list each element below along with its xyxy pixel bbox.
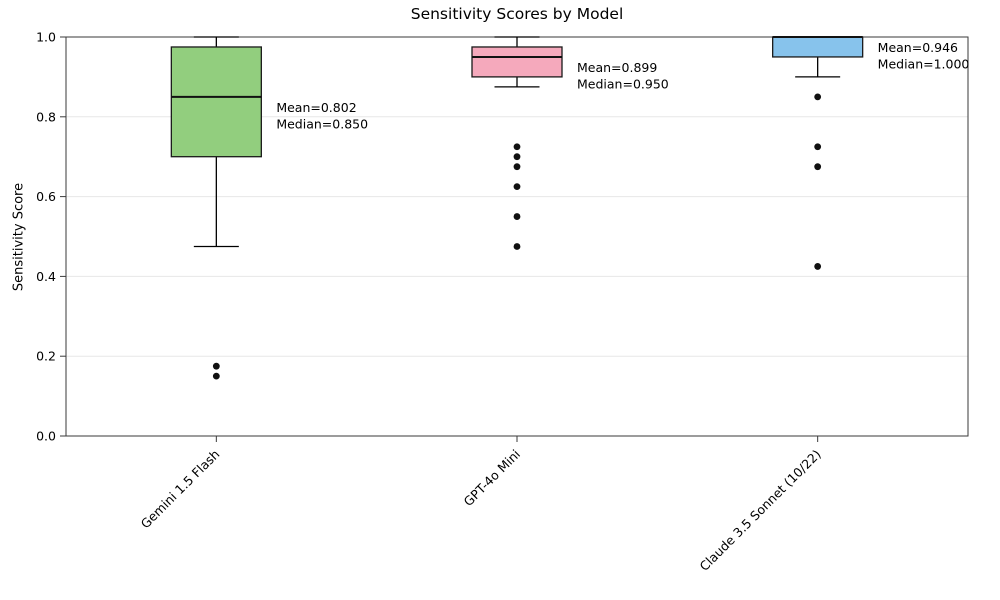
box <box>772 36 864 58</box>
y-tick-label: 0.4 <box>36 269 56 284</box>
outlier-dot <box>814 163 822 171</box>
x-tick-label: GPT-4o Mini <box>461 447 524 510</box>
annotation-mean: Mean=0.899 <box>577 60 657 75</box>
y-tick-label: 0.2 <box>36 349 56 364</box>
annotation-median: Median=1.000 <box>878 57 970 72</box>
outlier-dot <box>513 243 521 250</box>
box <box>471 46 563 78</box>
annotation-median: Median=0.850 <box>276 116 368 131</box>
box <box>170 46 262 158</box>
outlier-dot <box>212 362 220 370</box>
outlier-dot <box>212 372 220 380</box>
outlier-dot <box>814 93 822 101</box>
annotation-median: Median=0.950 <box>577 76 669 91</box>
y-tick-label: 1.0 <box>36 30 56 45</box>
y-tick-label: 0.8 <box>36 109 56 124</box>
annotation-mean: Mean=0.802 <box>276 100 356 115</box>
y-tick-label: 0.0 <box>36 429 56 444</box>
outlier-dot <box>814 263 822 270</box>
x-tick-label: Gemini 1.5 Flash <box>138 447 223 532</box>
annotation-mean: Mean=0.946 <box>878 40 958 55</box>
outlier-dot <box>513 143 521 151</box>
chart-title: Sensitivity Scores by Model <box>410 5 624 23</box>
outlier-dot <box>513 153 521 161</box>
outlier-dot <box>513 213 521 220</box>
outlier-dot <box>513 183 521 191</box>
y-tick-label: 0.6 <box>36 189 56 204</box>
x-tick-label: Claude 3.5 Sonnet (10/22) <box>696 447 823 574</box>
outlier-dot <box>814 143 822 151</box>
outlier-dot <box>513 163 521 171</box>
